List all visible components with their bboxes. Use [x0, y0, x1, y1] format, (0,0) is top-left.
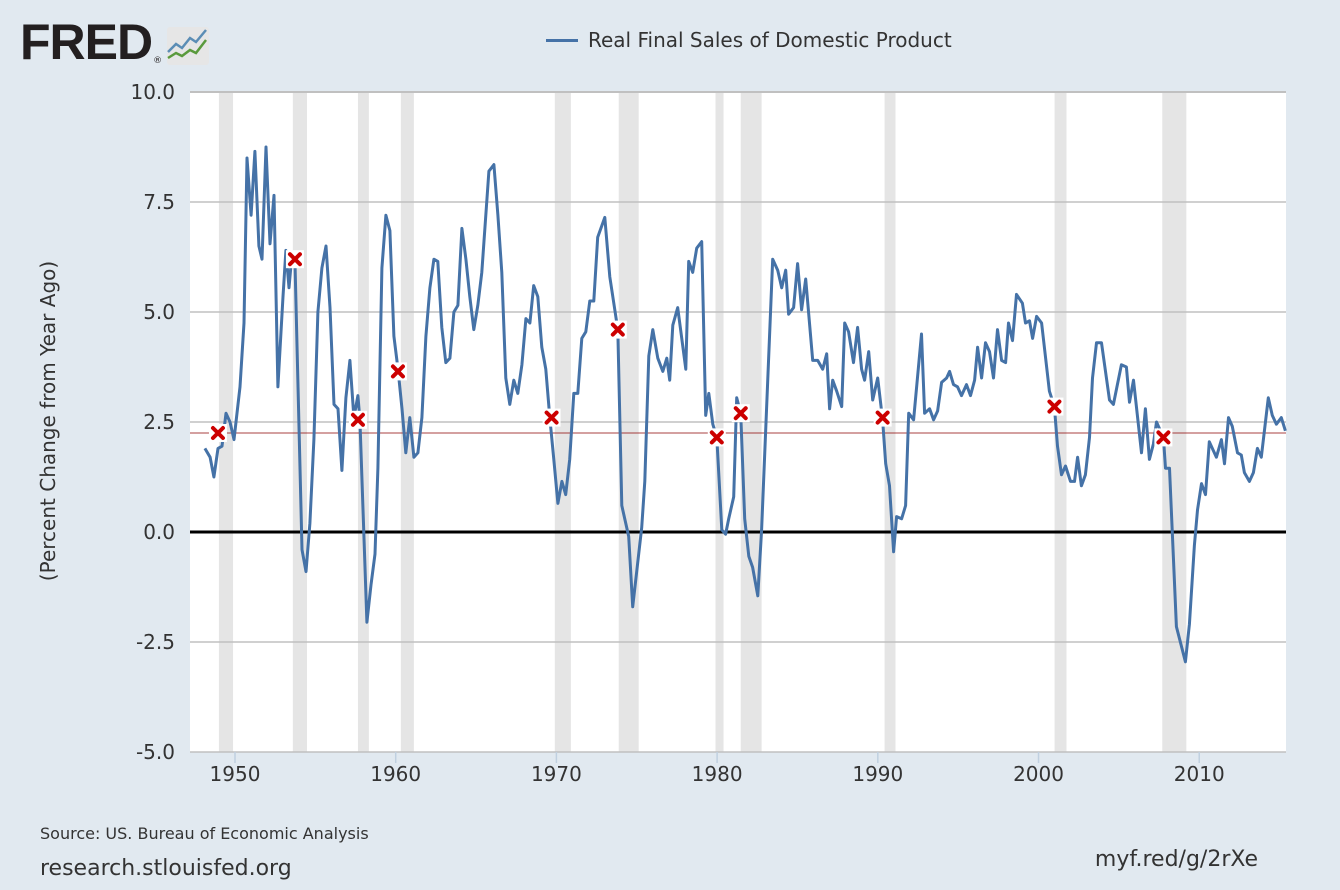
x-tick-label: 1950: [210, 762, 261, 786]
x-axis-ticks: 1950 1960 1970 1980 1990 2000 2010: [210, 752, 1225, 786]
x-marker-icon: [1045, 397, 1064, 416]
legend-swatch: [546, 38, 578, 42]
site-link[interactable]: research.stlouisfed.org: [40, 856, 292, 881]
x-marker-icon: [542, 408, 561, 427]
marker-cross: [875, 410, 890, 425]
x-marker-icon: [608, 320, 627, 339]
x-marker-icon: [388, 362, 407, 381]
x-marker-icon: [208, 424, 227, 442]
marker-cross: [610, 322, 625, 337]
y-axis-ticks: -5.0 -2.5 0.0 2.5 5.0 7.5 10.0: [130, 80, 175, 764]
y-tick-label: -5.0: [136, 740, 175, 764]
logo-text: FRED: [20, 14, 153, 70]
x-tick-label: 1970: [531, 762, 582, 786]
short-link[interactable]: myf.red/g/2rXe: [1094, 847, 1258, 872]
marker-cross: [1047, 399, 1062, 414]
chart-legend: Real Final Sales of Domestic Product: [546, 28, 952, 52]
x-tick-label: 1990: [852, 762, 903, 786]
legend-label[interactable]: Real Final Sales of Domestic Product: [588, 28, 952, 52]
marker-cross: [733, 406, 748, 421]
x-marker-icon: [1154, 428, 1173, 447]
y-tick-label: 0.0: [143, 520, 175, 544]
y-axis-label: (Percent Change from Year Ago): [36, 261, 60, 581]
y-tick-label: 10.0: [130, 80, 175, 104]
x-marker-icon: [731, 404, 750, 423]
marker-cross: [1156, 430, 1171, 445]
x-marker-icon: [873, 408, 892, 427]
y-tick-label: 7.5: [143, 190, 175, 214]
x-marker-icon: [707, 428, 726, 447]
source-note: Source: US. Bureau of Economic Analysis: [40, 824, 369, 843]
x-tick-label: 2010: [1174, 762, 1225, 786]
x-marker-icon: [348, 410, 367, 429]
marker-cross: [210, 426, 225, 440]
recession-markers: [208, 250, 1173, 447]
x-marker-icon: [285, 250, 304, 269]
reference-lines: [190, 432, 1286, 534]
y-tick-label: -2.5: [136, 630, 175, 654]
marker-cross: [709, 430, 724, 445]
marker-cross: [544, 410, 559, 425]
marker-cross: [287, 252, 302, 267]
registered-mark: ®: [153, 56, 163, 66]
y-tick-label: 5.0: [143, 300, 175, 324]
x-tick-label: 1980: [692, 762, 743, 786]
y-tick-label: 2.5: [143, 410, 175, 434]
series-line: [203, 145, 1287, 664]
x-tick-label: 1960: [370, 762, 421, 786]
marker-cross: [350, 412, 365, 427]
marker-cross: [390, 364, 405, 379]
x-tick-label: 2000: [1013, 762, 1064, 786]
chart-logo-icon: [167, 27, 210, 65]
fred-logo[interactable]: FRED ®: [20, 14, 210, 70]
